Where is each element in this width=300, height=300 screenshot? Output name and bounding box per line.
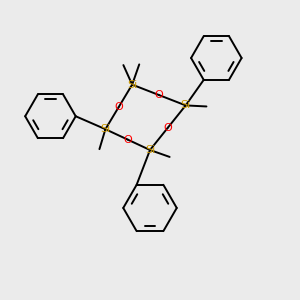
Text: Si: Si [181,100,191,110]
Text: O: O [114,102,123,112]
Text: Si: Si [145,145,155,155]
Text: O: O [154,90,163,100]
Text: Si: Si [127,80,137,90]
Text: Si: Si [100,124,110,134]
Text: O: O [164,123,172,133]
Text: O: O [123,135,132,145]
